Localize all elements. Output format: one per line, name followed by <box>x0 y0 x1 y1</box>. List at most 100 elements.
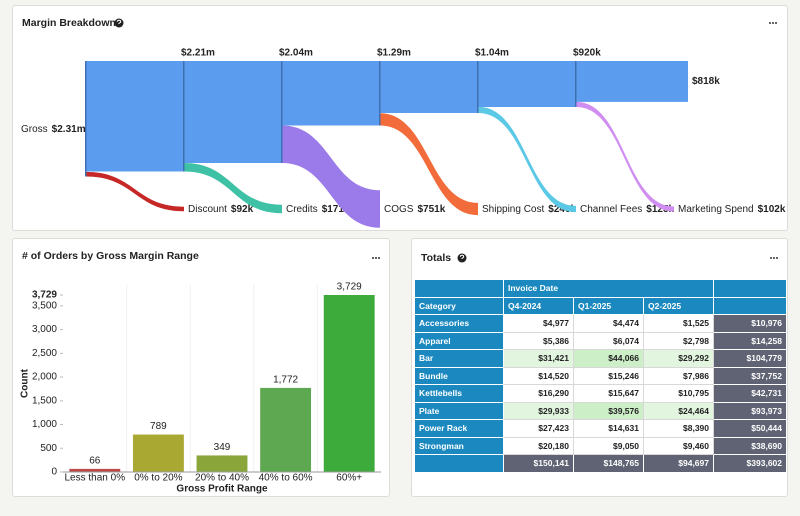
y-tick-label: 2,500 <box>32 348 57 359</box>
table-cell: Q1-2025 <box>573 296 644 315</box>
totals-panel: Totals Invoice Date Category Q4-2024 Q1-202… <box>411 238 788 497</box>
branch-name: Channel Fees <box>580 204 642 215</box>
panel-title: Margin Breakdown <box>22 17 116 29</box>
table-cell <box>713 296 787 315</box>
table-cell: Plate <box>414 401 504 420</box>
table-cell <box>414 454 504 473</box>
table-cell: $7,986 <box>643 366 714 385</box>
table-cell: $14,520 <box>503 366 574 385</box>
table-cell <box>414 279 504 298</box>
stage-node <box>477 61 479 113</box>
table-cell: $150,141 <box>503 454 574 473</box>
table-cell: $38,690 <box>713 436 787 455</box>
table-row: Category Q4-2024 Q1-2025 Q2-2025 <box>414 296 787 315</box>
bar <box>132 434 184 472</box>
stage-node <box>379 61 381 126</box>
table-cell: $50,444 <box>713 419 787 438</box>
stage-value: $2.31m <box>52 123 86 134</box>
stage-label: $2.04m <box>279 48 313 59</box>
main-flow <box>184 61 282 163</box>
main-flow <box>380 61 478 113</box>
branch-label: Discount $92k <box>188 204 254 215</box>
table-cell: $37,752 <box>713 366 787 385</box>
x-tick-label: 40% to 60% <box>259 473 313 484</box>
table-cell: $31,421 <box>503 349 574 368</box>
y-axis-label: Count <box>20 368 31 398</box>
table-cell: Strongman <box>414 436 504 455</box>
table-cell: $39,576 <box>573 401 644 420</box>
y-tick-label: 0 <box>51 467 57 478</box>
stage-node <box>183 61 185 172</box>
table-cell: Accessories <box>414 314 504 333</box>
table-row: Accessories $4,977 $4,474 $1,525 $10,976 <box>414 314 787 333</box>
y-tick-label: 2,000 <box>32 372 57 383</box>
table-row: Invoice Date <box>414 279 787 298</box>
branch-label: Marketing Spend $102k <box>678 204 786 215</box>
margin-panel: Margin Breakdown Discount $92k Credits $171… <box>12 5 788 231</box>
bar <box>69 468 121 472</box>
table-cell: $14,631 <box>573 419 644 438</box>
stage-label: $1.29m <box>377 48 411 59</box>
branch-name: Marketing Spend <box>678 204 754 215</box>
table-row: Plate $29,933 $39,576 $24,464 $93,973 <box>414 401 787 420</box>
sankey-chart: Margin Breakdown Discount $92k Credits $171… <box>21 17 786 228</box>
stage-node <box>281 61 283 163</box>
panel-title: Totals <box>421 252 451 264</box>
main-flow <box>282 61 380 126</box>
table-row: Bar $31,421 $44,066 $29,292 $104,779 <box>414 349 787 368</box>
menu-icon[interactable] <box>769 22 777 24</box>
branch-flow <box>184 162 282 214</box>
stage-label: $920k <box>573 48 601 59</box>
table-cell: $16,290 <box>503 384 574 403</box>
table-cell: $20,180 <box>503 436 574 455</box>
branch-value: $125k <box>646 204 674 215</box>
menu-icon[interactable] <box>372 257 380 259</box>
value-label: 349 <box>214 442 231 453</box>
totals-header: Totals <box>421 252 778 264</box>
y-tick-label: 3,500 <box>32 301 57 312</box>
branch-label: COGS $751k <box>384 204 446 215</box>
table-cell: $29,933 <box>503 401 574 420</box>
x-tick-label: 20% to 40% <box>195 473 249 484</box>
value-label: 66 <box>89 456 101 467</box>
main-flow <box>576 61 674 102</box>
table-cell: $393,602 <box>713 454 787 473</box>
table-cell: $8,390 <box>643 419 714 438</box>
branch-name: Credits <box>286 204 318 215</box>
branch-flow <box>576 101 674 212</box>
x-tick-label: 60%+ <box>336 473 362 484</box>
branch-name: Shipping Cost <box>482 204 544 215</box>
help-glyph <box>116 19 122 24</box>
branch-label: Credits $171k <box>286 204 350 215</box>
table-cell: Kettlebells <box>414 384 504 403</box>
menu-icon[interactable] <box>770 257 778 259</box>
table-cell: $14,258 <box>713 331 787 350</box>
table-cell: Invoice Date <box>503 279 714 298</box>
table-cell: Q2-2025 <box>643 296 714 315</box>
table-cell: $27,423 <box>503 419 574 438</box>
branch-value: $102k <box>758 204 786 215</box>
table-row: Kettlebells $16,290 $15,647 $10,795 $42,731 <box>414 384 787 403</box>
table-cell: $10,976 <box>713 314 787 333</box>
value-label: 789 <box>150 421 167 432</box>
table-cell: $24,464 <box>643 401 714 420</box>
table-cell: Power Rack <box>414 419 504 438</box>
branch-label: Channel Fees $125k <box>580 204 675 215</box>
table-cell: Apparel <box>414 331 504 350</box>
table-row: Power Rack $27,423 $14,631 $8,390 $50,444 <box>414 419 787 438</box>
branch-flow <box>478 106 576 213</box>
table-cell: $15,647 <box>573 384 644 403</box>
table-cell: $4,474 <box>573 314 644 333</box>
table-row: $150,141 $148,765 $94,697 $393,602 <box>414 454 787 473</box>
table-cell: Bundle <box>414 366 504 385</box>
table-cell: Q4-2024 <box>503 296 574 315</box>
branch-flow <box>380 113 478 216</box>
table-cell: $9,460 <box>643 436 714 455</box>
y-tick-label: 1,000 <box>32 419 57 430</box>
table-cell: $104,779 <box>713 349 787 368</box>
branch-name: COGS <box>384 204 414 215</box>
table-row: Bundle $14,520 $15,246 $7,986 $37,752 <box>414 366 787 385</box>
table-cell: $42,731 <box>713 384 787 403</box>
y-tick-label: 1,500 <box>32 395 57 406</box>
